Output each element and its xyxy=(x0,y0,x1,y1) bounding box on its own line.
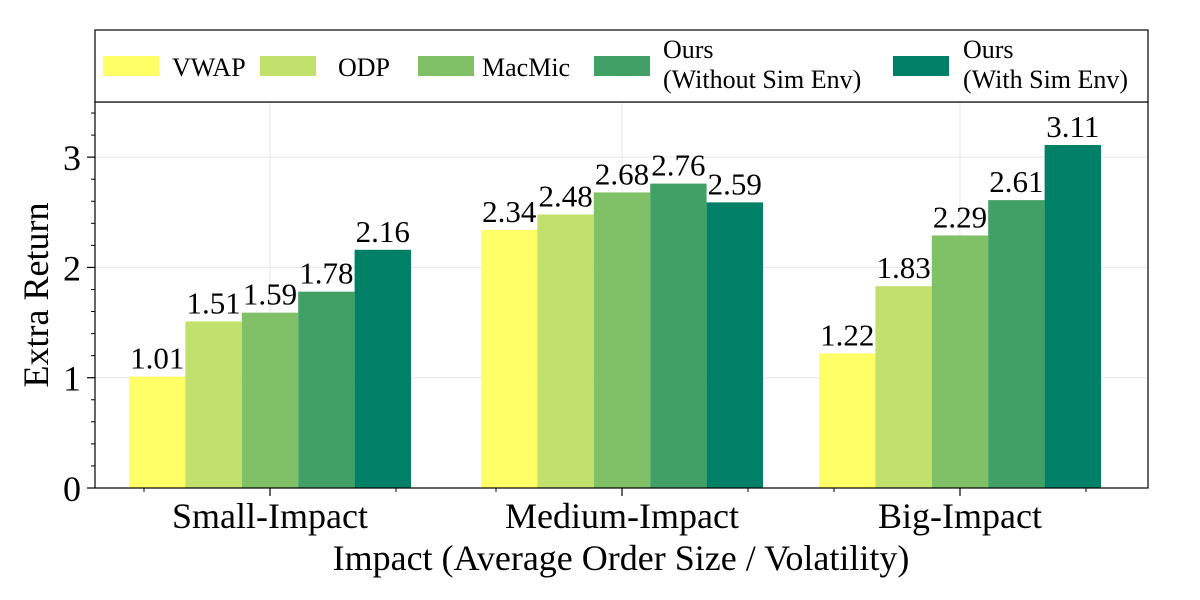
legend-label: ODP xyxy=(338,53,390,82)
bar xyxy=(241,312,299,488)
legend-label: (Without Sim Env) xyxy=(663,65,861,94)
data-label: 1.51 xyxy=(186,285,240,320)
bar xyxy=(298,291,355,488)
bar xyxy=(819,353,876,488)
data-label: 1.83 xyxy=(876,250,930,285)
bar xyxy=(1044,145,1101,489)
y-tick-label: 0 xyxy=(63,469,81,509)
legend-swatch xyxy=(594,56,650,76)
data-label: 2.76 xyxy=(651,148,705,183)
legend-label: Ours xyxy=(963,35,1014,64)
legend-swatch xyxy=(103,56,159,76)
data-label: 1.59 xyxy=(243,277,297,312)
bar xyxy=(185,321,242,488)
axes-layer: 0 1 2 3 Small-Impact Medium-Impact Big-Impact xyxy=(63,101,1149,536)
x-tick-label: Medium-Impact xyxy=(505,496,739,536)
x-tick-label: Big-Impact xyxy=(878,496,1042,536)
bar xyxy=(481,229,538,488)
data-label: 2.34 xyxy=(482,194,537,229)
data-label: 2.68 xyxy=(595,156,649,191)
bar xyxy=(706,202,763,489)
data-label: 2.16 xyxy=(356,214,410,249)
legend-swatch xyxy=(418,56,474,76)
y-tick-label: 3 xyxy=(63,138,81,178)
data-label: 2.29 xyxy=(933,199,987,234)
data-label: 1.78 xyxy=(299,256,353,291)
bar xyxy=(650,183,707,488)
bars-layer xyxy=(129,145,1101,489)
y-tick-label: 1 xyxy=(63,359,81,399)
data-label: 3.11 xyxy=(1046,109,1099,144)
legend-label: Ours xyxy=(663,35,714,64)
legend-label: VWAP xyxy=(172,53,246,82)
data-label: 1.22 xyxy=(820,317,874,352)
bar xyxy=(537,214,594,488)
legend-swatch xyxy=(260,56,316,76)
legend-label: (With Sim Env) xyxy=(963,65,1128,94)
x-axis-label: Impact (Average Order Size / Volatility) xyxy=(333,538,910,578)
value-labels-layer: 1.01 2.34 1.22 1.51 2.48 1.83 1.59 2.68 2.29 1.78… xyxy=(130,109,1099,376)
data-label: 2.59 xyxy=(708,166,762,201)
y-tick-label: 2 xyxy=(63,248,81,288)
x-tick-label: Small-Impact xyxy=(172,496,368,536)
data-label: 2.48 xyxy=(538,178,592,213)
legend-swatch xyxy=(893,56,949,76)
legend-label: MacMic xyxy=(482,53,570,82)
data-label: 2.61 xyxy=(989,164,1043,199)
bar xyxy=(354,249,411,488)
y-axis-label: Extra Return xyxy=(16,203,56,388)
bar xyxy=(988,200,1045,488)
bar xyxy=(593,192,651,489)
data-label: 1.01 xyxy=(130,341,184,376)
bar xyxy=(931,235,989,488)
bar xyxy=(129,376,186,488)
bar xyxy=(875,286,932,488)
